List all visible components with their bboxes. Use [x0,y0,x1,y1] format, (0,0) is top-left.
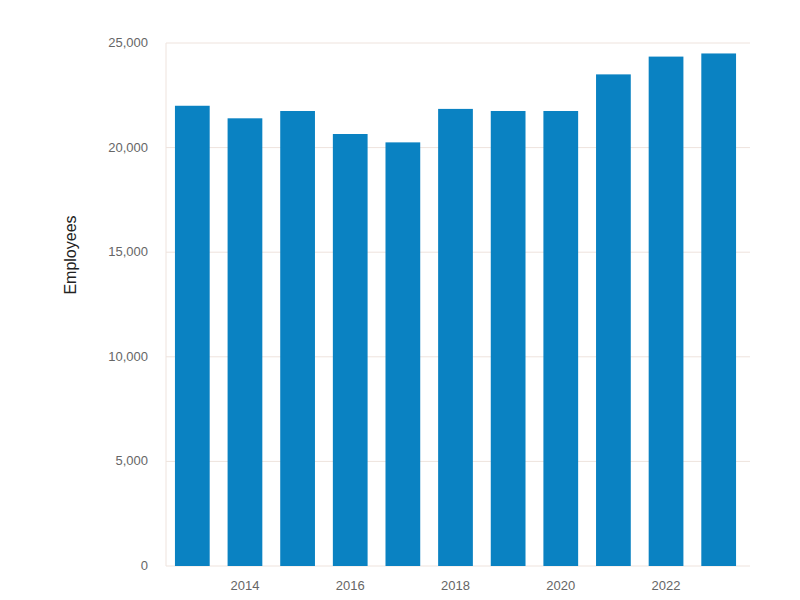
bar [701,53,736,566]
x-tick-label: 2020 [546,578,575,593]
bar [333,134,368,566]
y-tick-labels: 0 5,000 10,000 15,000 20,000 25,000 [108,35,148,573]
x-tick-label: 2022 [652,578,681,593]
chart-container: 05,00010,00015,00020,00025,0002014201620… [0,0,800,600]
grid-line [166,43,750,44]
bar [175,106,210,566]
y-tick-label: 15,000 [108,244,148,259]
y-axis-title: Employees [62,215,79,294]
bar [596,74,631,566]
y-tick-label: 10,000 [108,349,148,364]
x-tick-label: 2018 [441,578,470,593]
y-tick-label: 5,000 [115,453,148,468]
bar [649,57,684,566]
bar [438,109,473,566]
y-tick-label: 20,000 [108,140,148,155]
bar [280,111,315,566]
bar [228,118,263,566]
x-tick-labels: 2014 2016 2018 2020 2022 [230,578,680,593]
y-tick-label: 0 [141,558,148,573]
bars [175,53,736,566]
chart-svg: 05,00010,00015,00020,00025,0002014201620… [0,0,800,600]
y-tick-label: 25,000 [108,35,148,50]
bar [543,111,578,566]
bar [385,142,420,566]
grid [166,43,750,566]
x-tick-label: 2016 [336,578,365,593]
x-tick-label: 2014 [230,578,259,593]
y-axis-line [166,43,167,566]
bar [491,111,526,566]
